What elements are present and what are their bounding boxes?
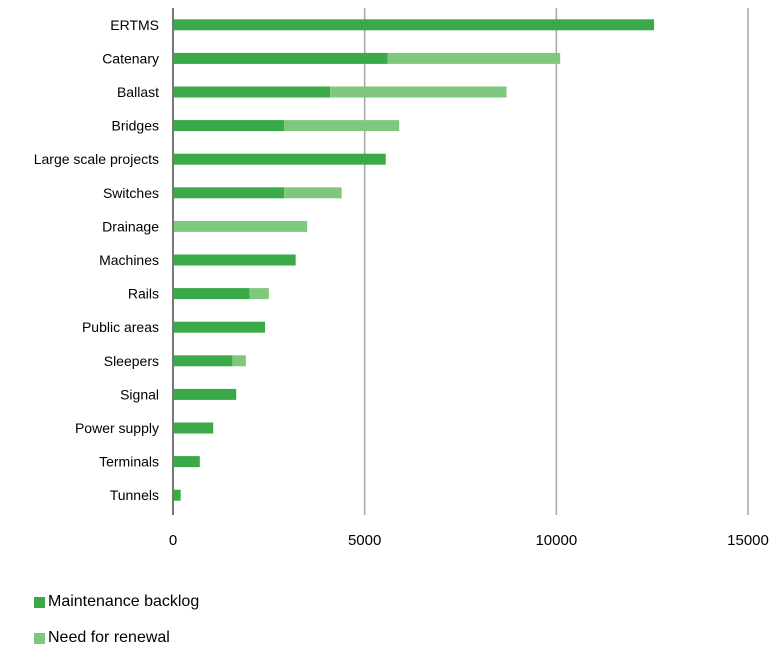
bar-drainage-need-for-renewal [173, 220, 308, 232]
legend-label-need-for-renewal: Need for renewal [48, 629, 170, 646]
bar-bridges-maintenance-backlog [173, 120, 285, 132]
category-label-tunnels: Tunnels [110, 487, 159, 503]
bar-bridges-need-for-renewal [284, 120, 400, 132]
category-label-switches: Switches [103, 185, 159, 201]
bar-sleepers-need-for-renewal [232, 355, 246, 367]
x-tick-labels: 0 5000 10000 15000 [169, 532, 769, 549]
bar-switches-need-for-renewal [284, 187, 342, 199]
bar-ballast-need-for-renewal [330, 86, 507, 98]
category-labels: ERTMS Catenary Ballast Bridges Large scale p… [34, 17, 159, 503]
category-label-drainage: Drainage [102, 218, 159, 234]
category-label-machines: Machines [99, 252, 159, 268]
bar-rails-need-for-renewal [249, 288, 269, 300]
bar-ertms-maintenance-backlog [173, 19, 655, 31]
category-label-bridges: Bridges [112, 118, 159, 134]
legend-item-need-for-renewal: Need for renewal [34, 628, 199, 648]
bars [173, 19, 655, 501]
legend-swatch-maintenance-backlog [34, 596, 45, 608]
category-label-power-supply: Power supply [75, 420, 159, 436]
bar-rails-maintenance-backlog [173, 288, 250, 300]
category-label-signal: Signal [120, 386, 159, 402]
category-label-ballast: Ballast [117, 84, 159, 100]
bar-catenary-maintenance-backlog [173, 52, 388, 64]
bar-ballast-maintenance-backlog [173, 86, 331, 98]
gridlines [363, 8, 749, 515]
bar-switches-maintenance-backlog [173, 187, 285, 199]
legend-label-maintenance-backlog: Maintenance backlog [48, 593, 200, 610]
x-tick-label-15000: 15000 [727, 532, 769, 549]
category-label-sleepers: Sleepers [104, 353, 159, 369]
bar-catenary-need-for-renewal [387, 52, 561, 64]
category-label-rails: Rails [128, 286, 159, 302]
x-tick-label-0: 0 [169, 532, 177, 549]
category-label-large-scale-projects: Large scale projects [34, 151, 159, 167]
category-label-ertms: ERTMS [110, 17, 159, 33]
legend: Maintenance backlog Need for renewal [34, 592, 199, 664]
legend-item-maintenance-backlog: Maintenance backlog [34, 592, 199, 612]
bar-public-areas-maintenance-backlog [173, 321, 265, 333]
bar-machines-maintenance-backlog [173, 254, 296, 266]
stacked-bar-chart: ERTMS Catenary Ballast Bridges Large scale p… [34, 8, 769, 549]
bar-power-supply-maintenance-backlog [173, 422, 214, 434]
bar-large-scale-projects-maintenance-backlog [173, 153, 386, 165]
category-label-terminals: Terminals [99, 454, 159, 470]
bar-terminals-maintenance-backlog [173, 456, 200, 468]
bar-sleepers-maintenance-backlog [173, 355, 233, 367]
x-tick-label-10000: 10000 [535, 532, 577, 549]
legend-swatch-need-for-renewal [34, 632, 45, 644]
category-label-public-areas: Public areas [82, 319, 159, 335]
bar-tunnels-maintenance-backlog [173, 489, 181, 501]
x-tick-label-5000: 5000 [348, 532, 381, 549]
bar-signal-maintenance-backlog [173, 388, 237, 400]
category-label-catenary: Catenary [102, 50, 159, 66]
